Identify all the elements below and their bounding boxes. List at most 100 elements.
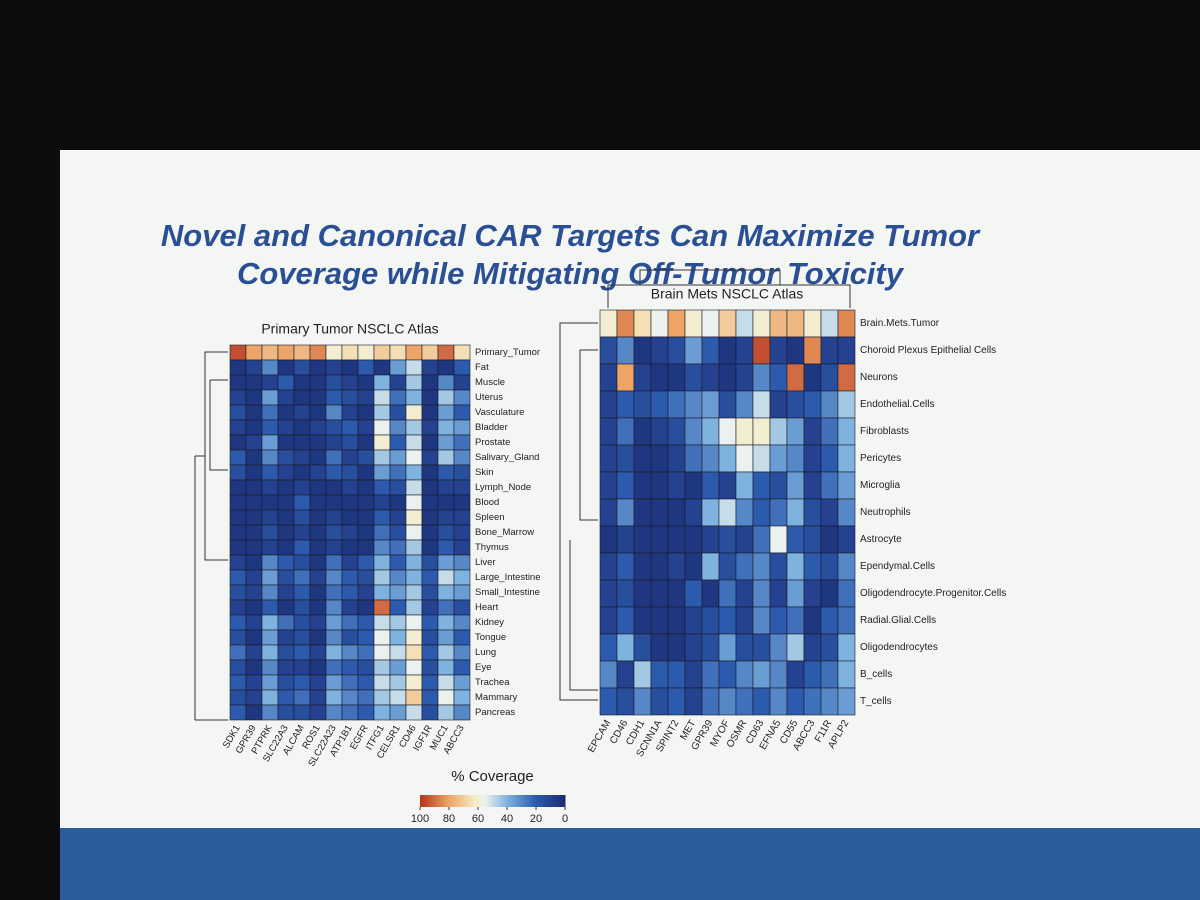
colorbar-segment bbox=[465, 795, 469, 807]
heatmap-cell bbox=[667, 687, 686, 716]
heatmap-cell bbox=[667, 525, 686, 554]
heatmap-cell bbox=[437, 434, 455, 451]
heatmap-cell bbox=[309, 434, 327, 451]
heatmap-cell bbox=[684, 336, 703, 365]
heatmap-cell bbox=[453, 674, 471, 691]
heatmap-cell bbox=[701, 606, 720, 635]
row-label: Liver bbox=[475, 557, 496, 568]
heatmap-cell bbox=[437, 479, 455, 496]
heatmap-cell bbox=[245, 494, 263, 511]
heatmap-cell bbox=[701, 498, 720, 527]
heatmap-cell bbox=[229, 689, 247, 706]
heatmap-cell bbox=[229, 569, 247, 586]
heatmap-cell bbox=[293, 389, 311, 406]
row-label: Lymph_Node bbox=[475, 482, 531, 493]
heatmap-cell bbox=[357, 434, 375, 451]
heatmap-cell bbox=[837, 552, 856, 581]
heatmap-cell bbox=[341, 539, 359, 556]
row-label: B_cells bbox=[860, 669, 892, 680]
row-label: Lung bbox=[475, 647, 496, 658]
heatmap-cell bbox=[229, 644, 247, 661]
heatmap-cell bbox=[421, 509, 439, 526]
heatmap-cell bbox=[405, 509, 423, 526]
colorbar-segment bbox=[427, 795, 431, 807]
heatmap-cell bbox=[718, 390, 737, 419]
heatmap-cell bbox=[293, 434, 311, 451]
heatmap-cell bbox=[261, 704, 279, 721]
heatmap-cell bbox=[421, 494, 439, 511]
heatmap-cell bbox=[341, 689, 359, 706]
heatmap-cell bbox=[261, 614, 279, 631]
heatmap-cell bbox=[293, 539, 311, 556]
heatmap-cell bbox=[421, 419, 439, 436]
heatmap-cell bbox=[277, 659, 295, 676]
heatmap-cell bbox=[341, 599, 359, 616]
heatmap-cell bbox=[701, 363, 720, 392]
heatmap-cell bbox=[437, 644, 455, 661]
heatmap-cell bbox=[261, 584, 279, 601]
heatmap-cell bbox=[453, 584, 471, 601]
heatmap-cell bbox=[229, 539, 247, 556]
row-label: Heart bbox=[475, 602, 499, 613]
heatmap-cell bbox=[820, 579, 839, 608]
heatmap-cell bbox=[309, 614, 327, 631]
colorbar-segment bbox=[475, 795, 479, 807]
colorbar-segment bbox=[456, 795, 460, 807]
heatmap-cell bbox=[405, 659, 423, 676]
row-label: T_cells bbox=[860, 696, 892, 707]
heatmap-cell bbox=[261, 644, 279, 661]
heatmap-cell bbox=[599, 336, 618, 365]
heatmap-cell bbox=[309, 389, 327, 406]
heatmap-cell bbox=[293, 509, 311, 526]
heatmap-cell bbox=[341, 359, 359, 376]
heatmap-cell bbox=[261, 374, 279, 391]
heatmap-cell bbox=[357, 674, 375, 691]
heatmap-cell bbox=[293, 524, 311, 541]
heatmap-cell bbox=[803, 606, 822, 635]
heatmap-cell bbox=[357, 539, 375, 556]
heatmap-cell bbox=[837, 498, 856, 527]
heatmap-cell bbox=[389, 389, 407, 406]
row-label: Ependymal.Cells bbox=[860, 561, 935, 572]
heatmap-cell bbox=[701, 417, 720, 446]
heatmap-cell bbox=[616, 552, 635, 581]
heatmap-cell bbox=[667, 363, 686, 392]
heatmap-cell bbox=[357, 524, 375, 541]
colorbar-tick-label: 40 bbox=[501, 813, 513, 825]
row-label: Neutrophils bbox=[860, 507, 911, 518]
heatmap-cell bbox=[453, 389, 471, 406]
colorbar-segment bbox=[509, 795, 513, 807]
heatmap-cell bbox=[405, 689, 423, 706]
row-label: Bone_Marrow bbox=[475, 527, 534, 538]
heatmap-cell bbox=[373, 569, 391, 586]
heatmap-cell bbox=[245, 404, 263, 421]
heatmap-cell bbox=[453, 599, 471, 616]
heatmap-cell bbox=[373, 539, 391, 556]
heatmap-cell bbox=[277, 599, 295, 616]
heatmap-title: Primary Tumor NSCLC Atlas bbox=[261, 321, 438, 337]
row-label: Spleen bbox=[475, 512, 505, 523]
heatmap-cell bbox=[277, 689, 295, 706]
heatmap-cell bbox=[357, 419, 375, 436]
heatmap-cell bbox=[357, 569, 375, 586]
colorbar-segment bbox=[446, 795, 450, 807]
heatmap-cell bbox=[277, 434, 295, 451]
heatmap-cell bbox=[325, 449, 343, 466]
heatmap-cell bbox=[325, 524, 343, 541]
heatmap-cell bbox=[633, 606, 652, 635]
heatmap-cell bbox=[786, 606, 805, 635]
colorbar-segment bbox=[504, 795, 508, 807]
heatmap-cell bbox=[309, 644, 327, 661]
heatmap-cell bbox=[389, 599, 407, 616]
heatmap-cell bbox=[277, 629, 295, 646]
heatmap-cell bbox=[421, 584, 439, 601]
heatmap-cell bbox=[261, 449, 279, 466]
heatmap-cell bbox=[820, 363, 839, 392]
heatmap-cell bbox=[599, 363, 618, 392]
heatmap-cell bbox=[421, 539, 439, 556]
row-label: Thymus bbox=[475, 542, 509, 553]
heatmap-cell bbox=[389, 524, 407, 541]
heatmap-cell bbox=[277, 404, 295, 421]
heatmap-cell bbox=[735, 660, 754, 689]
slide-footer bbox=[60, 828, 1200, 900]
